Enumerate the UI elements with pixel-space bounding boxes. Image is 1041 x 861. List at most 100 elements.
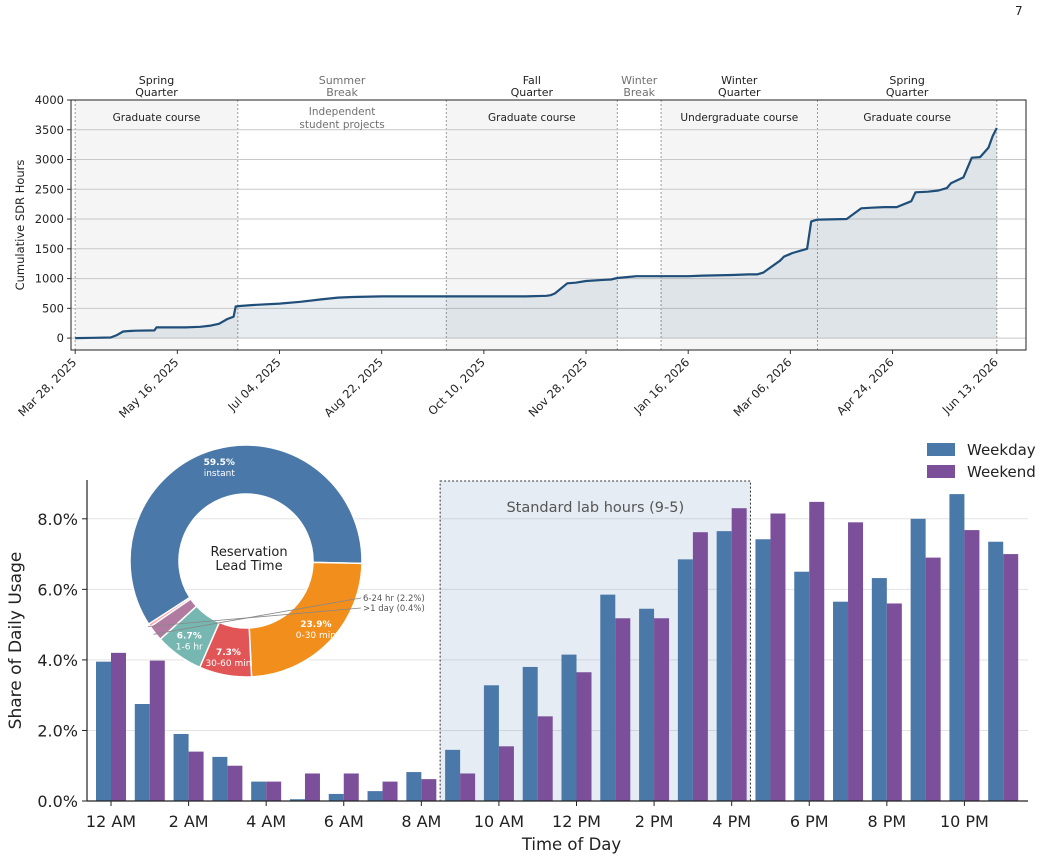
donut-slice-pct: 23.9% — [300, 620, 331, 630]
donut-slice-label: instant — [204, 469, 236, 479]
y-tick-label: 3500 — [35, 123, 64, 137]
bar-weekend — [692, 532, 708, 801]
donut-slice-pct: 7.3% — [216, 648, 241, 658]
bar-weekday — [483, 685, 499, 801]
x-tick-label: 10 PM — [940, 812, 989, 831]
bar-weekend — [537, 716, 553, 801]
bar-weekday — [561, 654, 577, 801]
donut-slice — [129, 444, 363, 626]
bar-weekend — [576, 672, 592, 801]
donut-slice-pct: 6.7% — [177, 631, 202, 641]
period-header: Spring — [139, 74, 175, 87]
x-tick-label: 4 AM — [246, 812, 286, 831]
x-tick-label: 12 PM — [552, 812, 601, 831]
donut-outside-label: 6-24 hr (2.2%) — [363, 594, 425, 604]
donut-slice — [248, 561, 363, 678]
bar-weekday — [328, 793, 344, 801]
bar-weekday — [755, 539, 771, 801]
bar-weekend — [654, 618, 670, 801]
period-label: student projects — [299, 119, 384, 131]
donut-center-label: Lead Time — [215, 559, 282, 574]
bar-weekend — [615, 618, 631, 801]
y-tick-label: 3000 — [35, 153, 64, 167]
period-header: Spring — [889, 74, 925, 87]
period-label: Graduate course — [863, 112, 951, 124]
donut-center-label: Reservation — [210, 545, 287, 560]
donut-slice-pct: 59.5% — [204, 458, 235, 468]
donut-leader-line — [153, 597, 362, 635]
hourly-usage-chart: 0.0% 2.0% 4.0% 6.0% 8.0% Standard lab hours (… — [6, 441, 1036, 854]
bar-weekday — [910, 518, 926, 801]
bar-weekend — [964, 530, 980, 801]
period-header: Summer — [319, 74, 366, 87]
period-header: Quarter — [718, 86, 761, 99]
bar-weekend — [886, 603, 902, 801]
x-tick-label: 6 AM — [324, 812, 364, 831]
x-tick-label: 10 AM — [474, 812, 524, 831]
bar-weekend — [266, 781, 282, 801]
bar-weekend — [460, 773, 476, 801]
period-header: Break — [326, 86, 358, 99]
donut-outside-label: >1 day (0.4%) — [363, 604, 425, 614]
bar-weekday — [173, 733, 189, 801]
donut-slice-label: 0-30 min — [296, 631, 336, 641]
period-header: Break — [623, 86, 655, 99]
y-axis-label: Cumulative SDR Hours — [13, 160, 27, 291]
x-tick-label: Nov 28, 2025 — [526, 355, 591, 420]
x-tick-label: Mar 28, 2025 — [15, 355, 79, 419]
cumulative-line — [75, 127, 998, 340]
period-header: Quarter — [135, 86, 178, 99]
legend-swatch-weekend — [927, 465, 955, 478]
x-tick-label: Oct 10, 2025 — [425, 355, 488, 418]
bar-weekday — [445, 749, 461, 801]
y-tick-label: 2000 — [35, 212, 64, 226]
period-label: Independent — [309, 106, 376, 118]
bar-weekday — [949, 494, 965, 801]
y-tick-label: 0.0% — [37, 792, 78, 811]
bar-weekday — [406, 772, 422, 801]
y-tick-label: 8.0% — [37, 510, 78, 529]
x-tick-label: 4 PM — [712, 812, 751, 831]
bar-weekend — [188, 751, 204, 801]
bar-weekend — [149, 660, 165, 801]
legend-label-weekday: Weekday — [967, 441, 1036, 459]
donut-slice-label: 1-6 hr — [176, 642, 203, 652]
y-tick-label: 4000 — [35, 93, 64, 107]
bar-weekend — [498, 746, 514, 801]
period-header: Winter — [721, 74, 758, 87]
bar-weekday — [716, 531, 732, 801]
x-tick-label: 12 AM — [86, 812, 136, 831]
bar-weekend — [343, 773, 359, 801]
x-tick-label: May 16, 2025 — [116, 355, 182, 421]
x-tick-label: Apr 24, 2026 — [834, 355, 897, 418]
bar-weekday — [522, 666, 538, 801]
period-label: Graduate course — [488, 112, 576, 124]
y-axis-label: Share of Daily Usage — [6, 552, 26, 730]
y-tick-label: 1000 — [35, 272, 64, 286]
x-tick-label: 6 PM — [790, 812, 829, 831]
bar-weekend — [925, 557, 941, 801]
bar-weekday — [96, 661, 111, 801]
y-tick-label: 2500 — [35, 182, 64, 196]
bar-weekday — [251, 781, 267, 801]
donut-slice-label: 30-60 min — [205, 659, 251, 669]
bar-weekday — [212, 756, 228, 801]
legend-label-weekend: Weekend — [967, 463, 1036, 481]
cumulative-area — [75, 128, 997, 339]
bar-weekday — [367, 791, 383, 801]
bar-weekend — [731, 508, 747, 801]
legend-swatch-weekday — [927, 443, 955, 456]
bar-weekend — [809, 501, 825, 801]
period-header: Quarter — [511, 86, 554, 99]
bar-weekday — [134, 703, 150, 801]
x-tick-label: 2 AM — [169, 812, 209, 831]
bar-weekday — [289, 799, 305, 801]
y-tick-label: 2.0% — [37, 721, 78, 740]
donut-leader-line — [147, 607, 362, 627]
x-tick-label: 2 PM — [635, 812, 674, 831]
bar-weekend — [848, 522, 864, 801]
y-tick-label: 1500 — [35, 242, 64, 256]
y-tick-label: 6.0% — [37, 580, 78, 599]
bar-weekday — [600, 594, 616, 801]
